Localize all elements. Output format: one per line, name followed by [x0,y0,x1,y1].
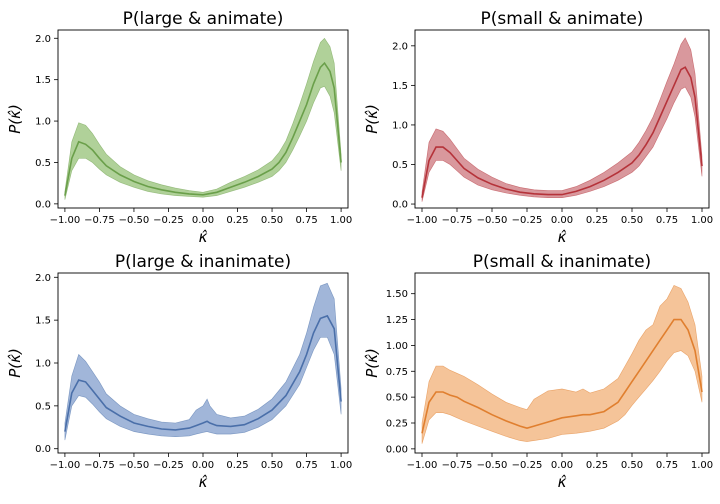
confidence-band [421,37,703,202]
mean-line [64,314,342,432]
confidence-band [421,285,703,444]
y-tick-label: 0.0 [35,444,51,455]
y-tick-label: 1.5 [35,75,51,86]
mean-line [421,66,703,198]
panel-title: P(small & animate) [481,9,644,29]
x-tick-label: −1.00 [407,215,438,226]
x-tick-label: 0.50 [621,460,643,471]
x-tick-label: 0.00 [551,215,573,226]
panel-title: P(large & inanimate) [115,252,291,272]
confidence-band [64,37,342,200]
y-tick-label: 1.5 [392,81,408,92]
y-tick-label: 0.5 [392,160,408,171]
x-tick-label: −1.00 [50,460,81,471]
x-tick-label: 1.00 [691,460,713,471]
y-tick-label: 2.0 [35,273,51,284]
x-tick-label: 0.25 [586,215,608,226]
x-axis-label: κ̂ [199,228,208,246]
confidence-band [64,282,342,441]
x-tick-label: 0.00 [192,460,214,471]
panel-title: P(large & animate) [123,9,284,29]
y-tick-label: 1.00 [386,341,408,352]
y-tick-label: 0.50 [386,393,408,404]
y-tick-label: 1.25 [386,315,408,326]
y-axis-label: P(κ̂) [6,104,24,134]
panel-small-animate: −1.00 −0.75 −0.50 −0.25 0.00 0.25 0.50 0.75 1.00… [363,9,713,246]
y-tick-label: 1.50 [386,289,408,300]
x-tick-label: 0.00 [551,460,573,471]
x-tick-label: 1.00 [691,215,713,226]
x-tick-label: −0.50 [119,460,150,471]
x-tick-label: −0.75 [84,460,115,471]
x-tick-label: 0.25 [586,460,608,471]
x-tick-label: −1.00 [50,215,81,226]
panel-large-inanimate: −1.00 −0.75 −0.50 −0.25 0.00 0.25 0.50 0.75 1.00… [6,252,352,491]
y-tick-label: 1.0 [392,120,408,131]
x-tick-label: 0.75 [295,215,317,226]
panel-small-inanimate: −1.00 −0.75 −0.50 −0.25 0.00 0.25 0.50 0.75 1.00… [363,252,713,491]
y-tick-label: 1.0 [35,117,51,128]
x-tick-label: 0.75 [295,460,317,471]
x-tick-label: 0.00 [192,215,214,226]
x-tick-label: −0.75 [442,460,473,471]
y-axis-label: P(κ̂) [363,348,381,378]
x-tick-label: −0.25 [153,460,184,471]
x-tick-label: −0.75 [442,215,473,226]
y-tick-label: 2.0 [35,34,51,45]
y-tick-label: 0.5 [35,401,51,412]
x-tick-label: −0.25 [512,460,543,471]
x-tick-label: 0.75 [656,215,678,226]
mean-line [421,318,703,434]
x-tick-label: −0.25 [153,215,184,226]
y-tick-label: 1.5 [35,316,51,327]
mean-line [64,61,342,196]
y-axis-label: P(κ̂) [363,104,381,134]
x-axis-label: κ̂ [199,473,208,491]
x-tick-label: 1.00 [330,215,352,226]
y-tick-label: 0.25 [386,419,408,430]
x-axis-label: κ̂ [558,473,567,491]
x-tick-label: 0.25 [226,215,248,226]
y-tick-label: 0.0 [392,200,408,211]
x-axis-label: κ̂ [558,228,567,246]
x-tick-label: −0.75 [84,215,115,226]
y-tick-label: 0.0 [35,199,51,210]
y-tick-label: 0.5 [35,158,51,169]
x-tick-label: −1.00 [407,460,438,471]
y-tick-label: 2.0 [392,41,408,52]
x-tick-label: −0.50 [119,215,150,226]
x-tick-label: 0.50 [621,215,643,226]
y-tick-label: 1.0 [35,359,51,370]
x-tick-label: 0.50 [261,460,283,471]
y-tick-label: 0.00 [386,444,408,455]
x-tick-label: −0.25 [512,215,543,226]
x-tick-label: 1.00 [330,460,352,471]
panel-title: P(small & inanimate) [473,252,651,272]
x-tick-label: 0.75 [656,460,678,471]
x-tick-label: 0.50 [261,215,283,226]
panel-large-animate: −1.00 −0.75 −0.50 −0.25 0.00 0.25 0.50 0.75 1.00… [6,9,352,246]
x-tick-label: −0.50 [477,215,508,226]
y-axis-label: P(κ̂) [6,348,24,378]
y-tick-label: 0.75 [386,367,408,378]
x-tick-label: 0.25 [226,460,248,471]
x-tick-label: −0.50 [477,460,508,471]
